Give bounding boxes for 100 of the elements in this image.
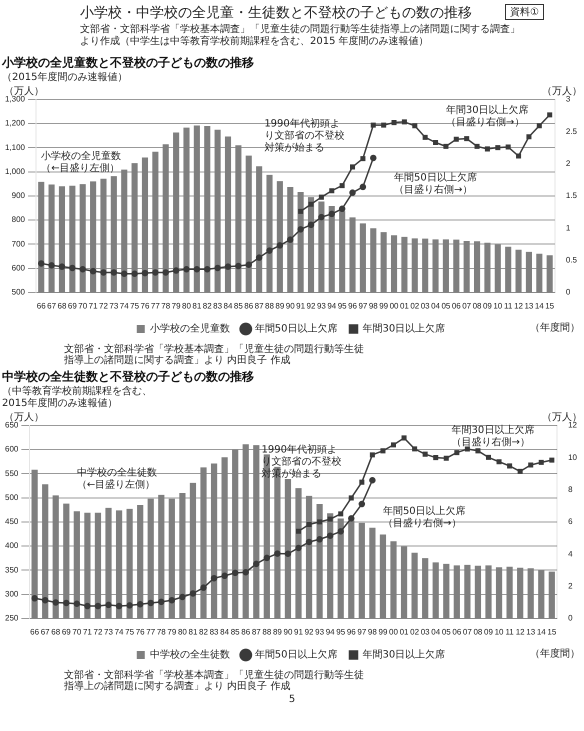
point: [444, 456, 449, 461]
x-tick-label: 67: [40, 627, 50, 636]
y-tick-label: 1,200: [4, 118, 26, 128]
x-tick-label: 92: [304, 627, 314, 636]
x-tick-label: 96: [346, 627, 356, 636]
point: [422, 452, 428, 457]
x-tick-label: 06: [452, 301, 462, 310]
point: [338, 511, 344, 516]
y2-tick-label: 8: [568, 484, 574, 494]
point: [264, 554, 270, 562]
point: [392, 120, 397, 126]
x-tick-label: 85: [234, 301, 244, 310]
y-tick-label: 500: [12, 288, 26, 297]
point: [246, 261, 252, 268]
point: [105, 602, 112, 608]
point: [443, 144, 448, 149]
x-tick-label: 88: [262, 627, 272, 636]
x-tick-label: 70: [78, 301, 88, 310]
x-axis-title: （年度間）: [530, 322, 580, 334]
x-tick-label: 93: [316, 301, 326, 310]
x-tick-label: 06: [452, 627, 462, 636]
point: [360, 156, 366, 162]
x-tick-label: 03: [420, 627, 430, 636]
x-tick-label: 14: [536, 627, 546, 636]
x-tick-label: 88: [265, 301, 274, 310]
point: [348, 495, 354, 500]
x-tick-label: 73: [104, 627, 114, 636]
x-tick-label: 13: [524, 301, 534, 310]
point: [340, 183, 345, 188]
x-tick-label: 87: [252, 627, 262, 636]
y-tick-label: 400: [4, 541, 19, 550]
point: [94, 602, 102, 610]
point: [306, 538, 312, 546]
point: [58, 263, 66, 270]
y-tick-label: 350: [4, 565, 19, 574]
point: [74, 600, 80, 608]
legend-label: 中学校の全生徒数: [150, 648, 230, 661]
y2-tick-label: 6: [568, 517, 574, 526]
chart-subtitle: （2015年度間のみ速報値）: [2, 70, 128, 83]
point: [214, 264, 221, 272]
point: [506, 144, 511, 150]
x-tick-label: 76: [136, 627, 146, 636]
y-tick-label: 450: [4, 517, 19, 526]
point: [318, 214, 325, 220]
annotation: 年間30日以上欠席（目盛り右側→）: [446, 104, 529, 128]
point: [276, 242, 284, 249]
point: [235, 262, 242, 270]
point: [131, 270, 138, 277]
point: [547, 112, 552, 118]
point: [380, 448, 386, 454]
x-tick-label: 71: [88, 301, 98, 310]
y2-tick-label: 0: [568, 614, 574, 623]
y2-tick-label: 0.5: [566, 255, 578, 264]
x-tick-label: 72: [99, 301, 108, 310]
y-tick-label: 1,000: [4, 166, 26, 176]
point: [318, 194, 324, 200]
point: [120, 270, 128, 277]
point: [538, 460, 544, 465]
x-tick-label: 81: [188, 627, 198, 636]
y2-tick-label: 1: [566, 223, 571, 232]
x-tick-label: 92: [306, 301, 316, 310]
x-tick-label: 02: [410, 627, 420, 636]
point: [370, 154, 377, 162]
x-tick-label: 99: [379, 301, 389, 310]
point: [162, 269, 169, 276]
y-axis-title: （万人）: [4, 86, 44, 97]
point: [200, 584, 207, 591]
x-tick-label: 85: [230, 627, 240, 636]
point: [369, 476, 376, 484]
x-tick-label: 96: [348, 301, 358, 310]
x-tick-label: 69: [62, 627, 72, 636]
point: [360, 184, 366, 190]
annotation: 小学校の全児童数（←目盛り左側）: [41, 150, 122, 174]
x-tick-label: 98: [368, 627, 378, 636]
point: [100, 269, 107, 276]
point: [204, 266, 210, 272]
x-tick-label: 90: [283, 627, 293, 636]
x-tick-label: 77: [146, 627, 156, 636]
point: [253, 560, 260, 568]
x-tick-label: 79: [167, 627, 177, 636]
point: [224, 263, 232, 270]
x-tick-label: 95: [336, 627, 346, 636]
x-tick-label: 14: [534, 301, 544, 310]
x-tick-label: 82: [202, 301, 212, 310]
x-tick-label: 83: [210, 627, 220, 636]
x-tick-label: 07: [462, 301, 472, 310]
point: [433, 455, 438, 460]
point: [464, 136, 470, 142]
text: 文部省・文部科学省「学校基本調査」「児童生徒の問題行動等生徒指導上の諸問題に関する調査」より 内田良子 作成: [64, 344, 364, 368]
point: [190, 590, 196, 597]
x-tick-label: 15: [547, 627, 557, 636]
point: [168, 596, 176, 604]
x-tick-label: 86: [241, 627, 251, 636]
point: [486, 454, 492, 460]
point: [381, 122, 386, 128]
x-tick-label: 98: [368, 301, 378, 310]
x-tick-label: 94: [327, 301, 337, 310]
point: [549, 458, 554, 463]
point: [402, 119, 407, 124]
point: [308, 222, 314, 228]
